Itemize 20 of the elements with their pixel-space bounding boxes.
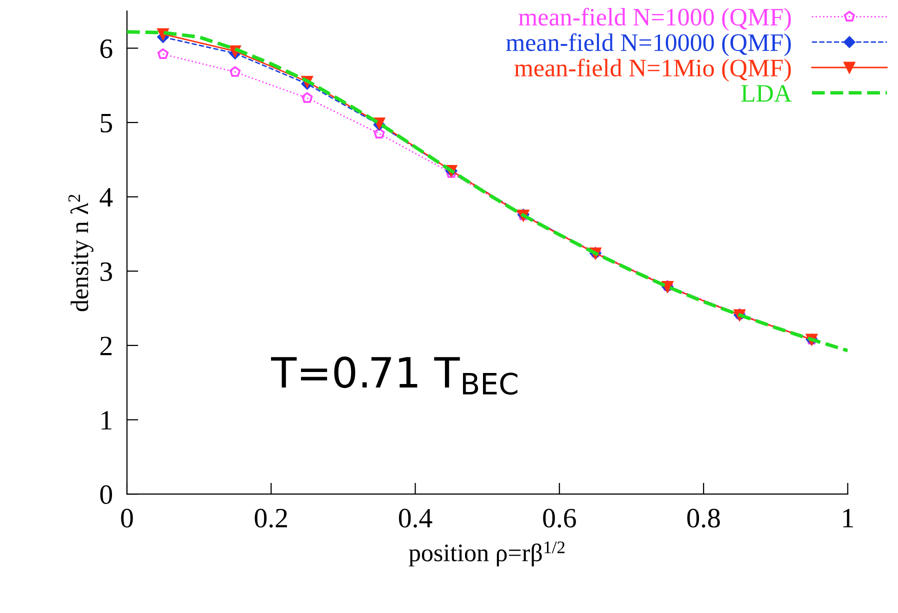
x-tick-label: 0.2 [254, 508, 287, 528]
annotation: T=0.71 T$_{BEC}$ [271, 356, 518, 395]
y-axis-title: density n λ$^{2}$ [68, 194, 94, 312]
legend-label: mean-field N=10000 (QMF) [506, 33, 791, 56]
y-tick-label: 3 [100, 262, 112, 282]
x-tick-label: 0.4 [398, 508, 432, 528]
x-tick-label: 0.8 [687, 508, 720, 528]
legend-label: mean-field N=1Mio (QMF) [514, 58, 791, 82]
x-tick-label: 0 [121, 508, 133, 528]
x-tick-label: 1 [843, 508, 853, 528]
y-tick-label: 0 [100, 485, 112, 504]
y-tick-label: 1 [102, 411, 112, 430]
legend-label: LDA [741, 85, 792, 102]
y-tick-label: 4 [100, 188, 113, 206]
legend-label: mean-field N=1000 (QMF) [518, 8, 791, 31]
y-tick-label: 6 [100, 39, 112, 58]
x-axis-title: position ρ=rβ$^{1/2}$ [408, 541, 565, 566]
x-tick-label: 0.6 [543, 508, 576, 528]
y-tick-label: 5 [100, 114, 112, 132]
y-tick-label: 2 [100, 336, 112, 356]
